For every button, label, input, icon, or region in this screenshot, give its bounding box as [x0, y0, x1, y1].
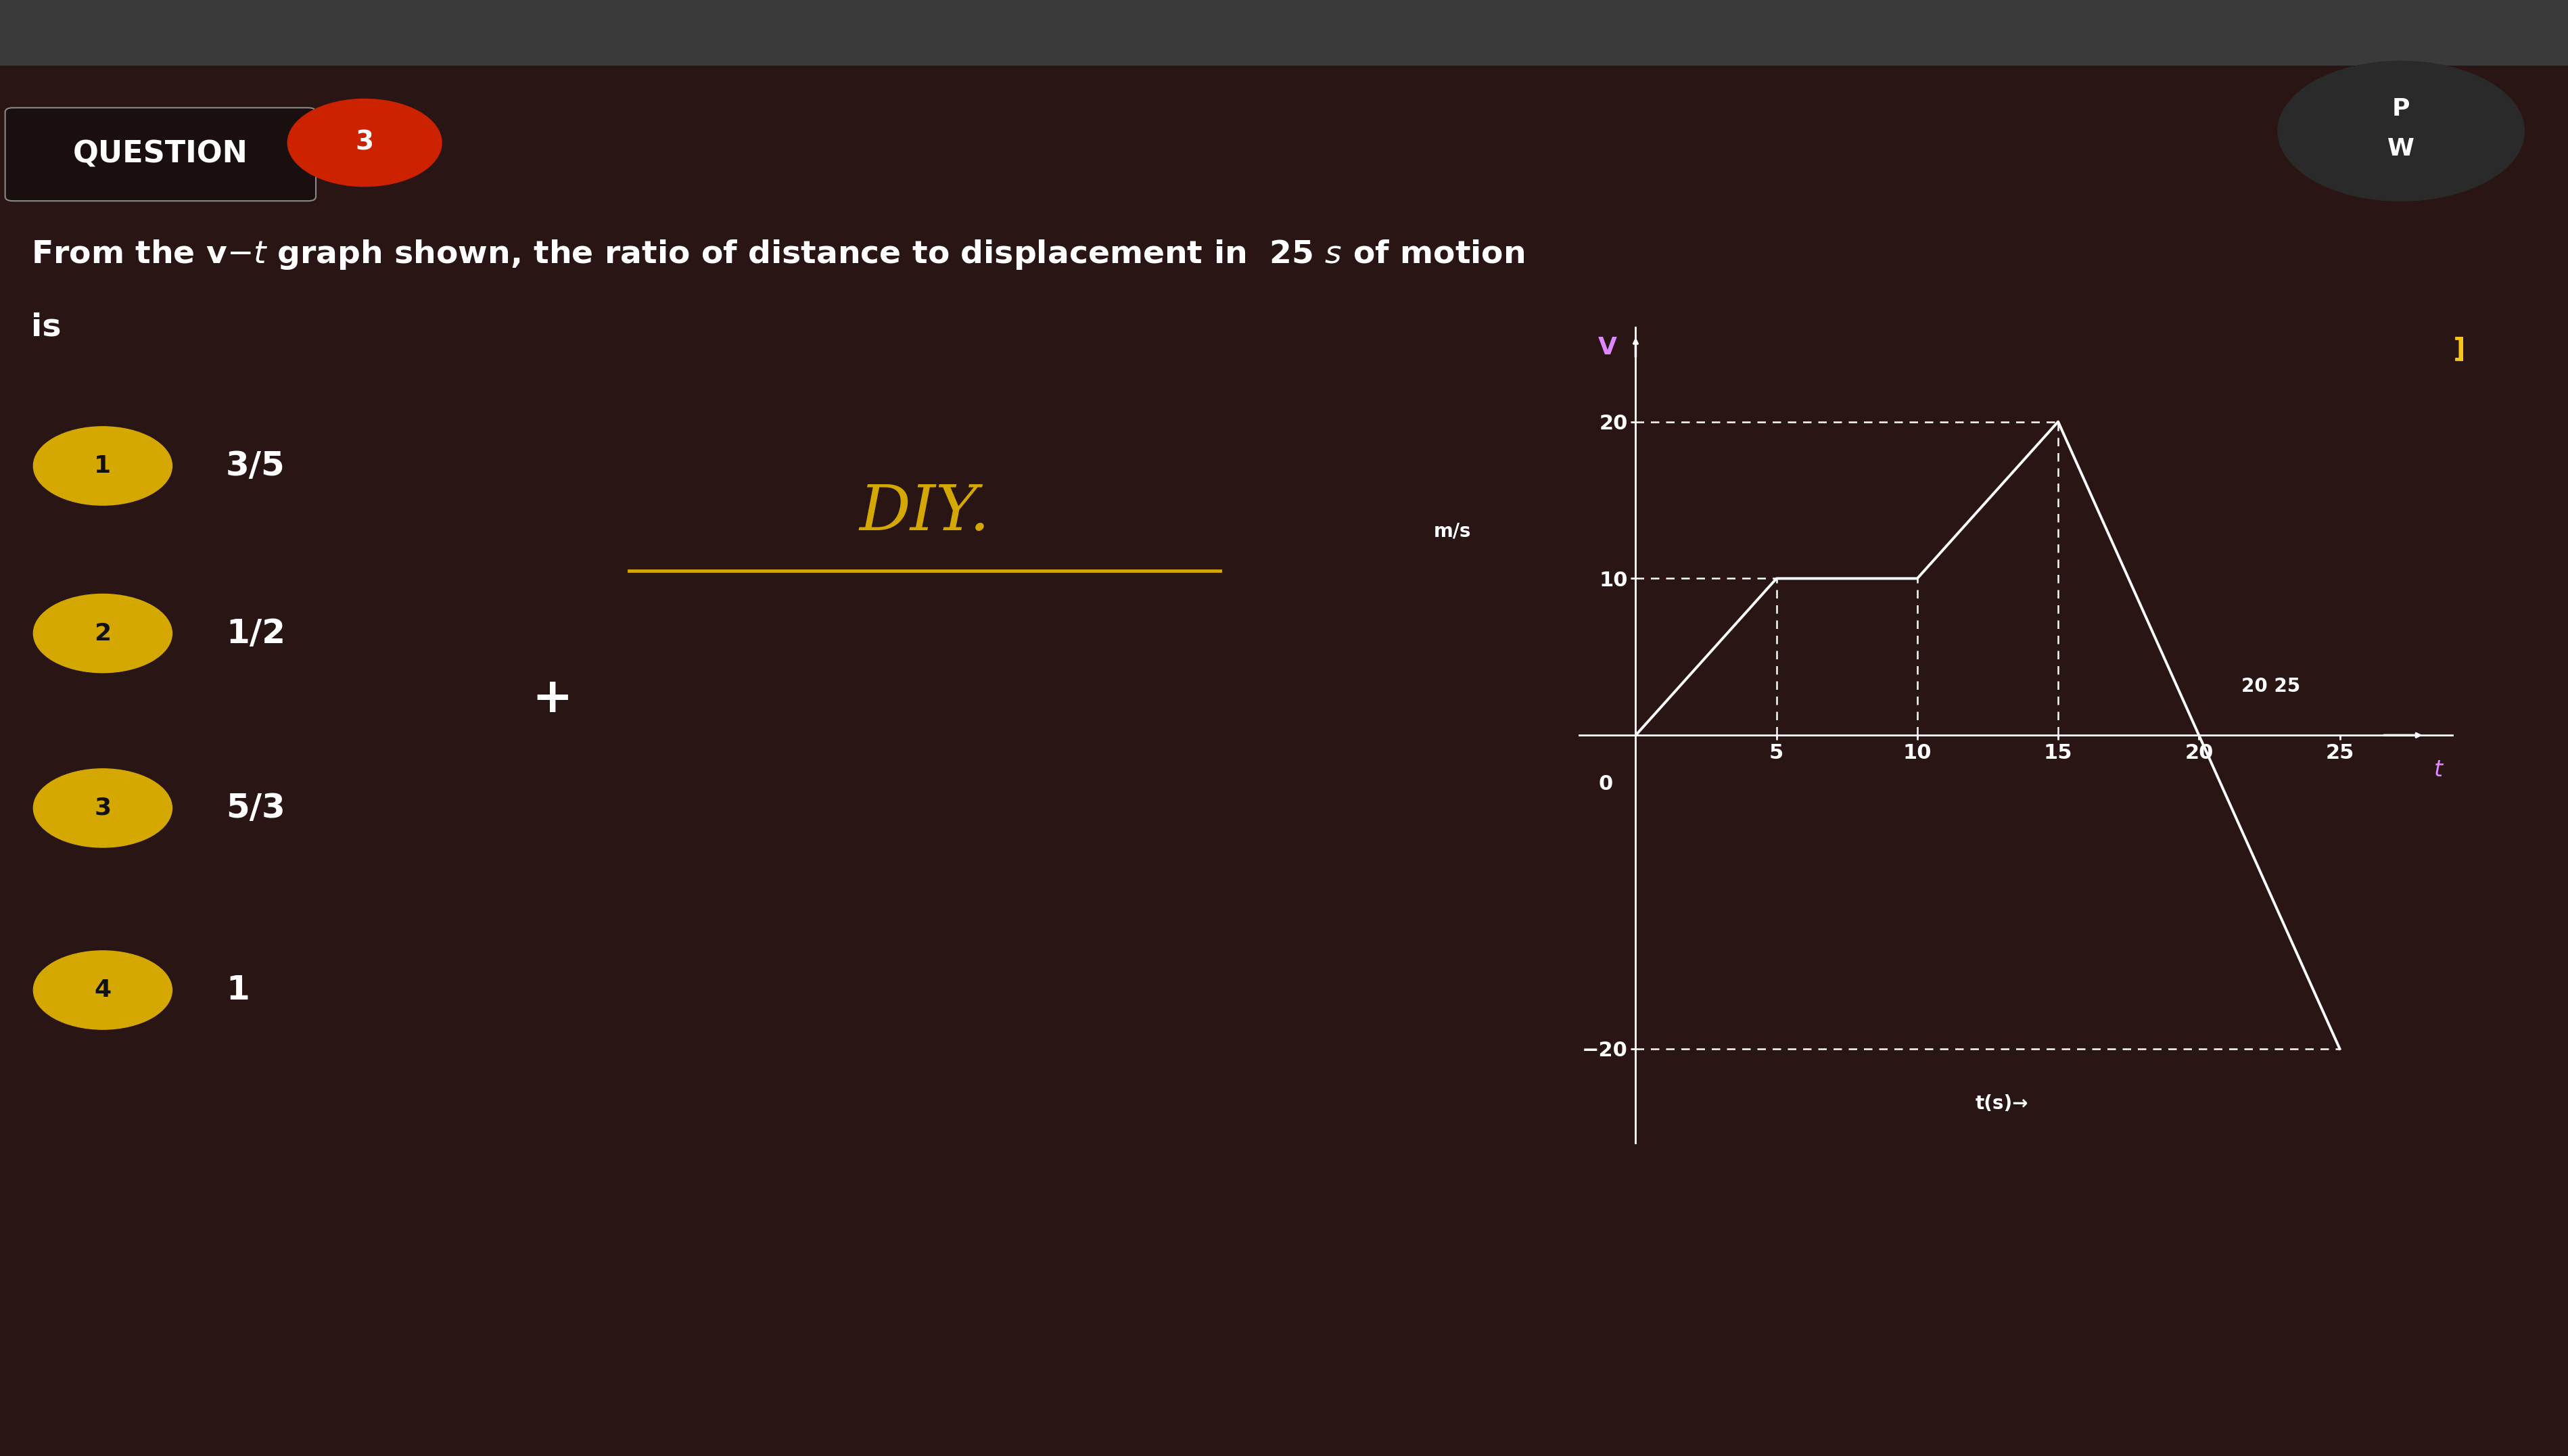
Text: 0: 0 [1600, 775, 1613, 794]
Text: 5/3: 5/3 [226, 792, 285, 824]
Text: W: W [2388, 137, 2414, 160]
Text: t(s)→: t(s)→ [1975, 1095, 2029, 1114]
Text: DIY.: DIY. [860, 482, 989, 543]
Text: 20 25: 20 25 [2242, 677, 2301, 696]
Text: V: V [1597, 336, 1618, 360]
Text: 4: 4 [95, 978, 110, 1002]
Circle shape [33, 769, 172, 847]
Circle shape [33, 594, 172, 673]
Text: t: t [2434, 759, 2442, 780]
Text: 1: 1 [95, 454, 110, 478]
Text: is: is [31, 313, 62, 342]
FancyBboxPatch shape [5, 108, 316, 201]
Text: 2: 2 [95, 622, 110, 645]
Text: 3/5: 3/5 [226, 450, 285, 482]
Text: [11 April, 2023 (Shift – I)]: [11 April, 2023 (Shift – I)] [2088, 336, 2465, 363]
Text: 1/2: 1/2 [226, 617, 285, 649]
Text: 3: 3 [95, 796, 110, 820]
FancyBboxPatch shape [0, 0, 2568, 66]
Text: +: + [532, 676, 573, 722]
Circle shape [288, 99, 442, 186]
Text: 3: 3 [354, 130, 375, 156]
Circle shape [2278, 61, 2524, 201]
Text: From the v$-t$ graph shown, the ratio of distance to displacement in  25 $s$ of : From the v$-t$ graph shown, the ratio of… [31, 239, 1525, 271]
Circle shape [33, 951, 172, 1029]
Text: m/s: m/s [1433, 521, 1471, 542]
Circle shape [33, 427, 172, 505]
Text: P: P [2393, 98, 2409, 121]
Text: QUESTION: QUESTION [72, 140, 249, 169]
Text: 1: 1 [226, 974, 249, 1006]
